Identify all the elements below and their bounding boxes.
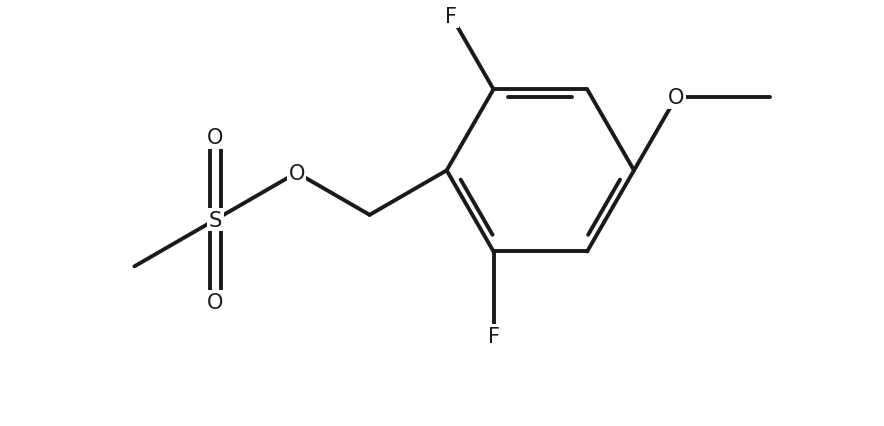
Text: O: O: [208, 292, 224, 312]
Text: S: S: [209, 210, 222, 230]
Text: O: O: [288, 163, 305, 183]
Text: F: F: [446, 7, 457, 27]
Text: O: O: [668, 88, 684, 108]
Text: F: F: [487, 326, 499, 346]
Text: O: O: [208, 128, 224, 148]
